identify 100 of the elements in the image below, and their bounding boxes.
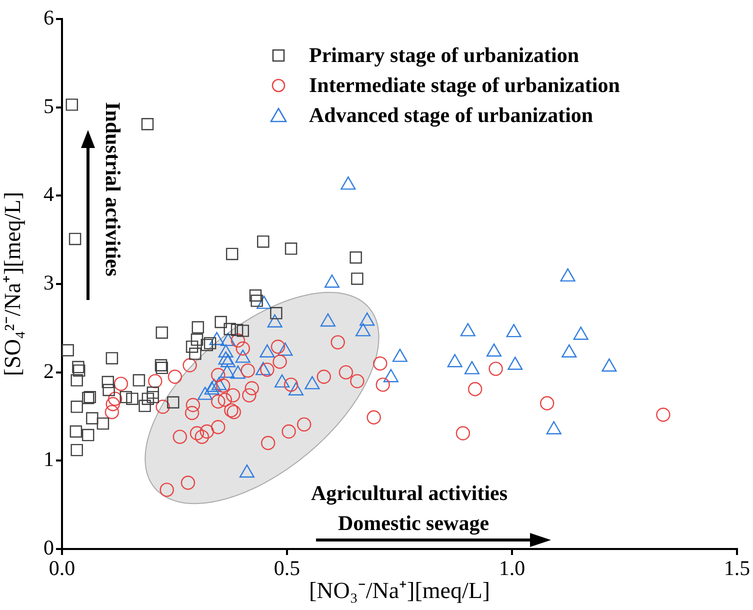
point: [270, 340, 286, 354]
point: [330, 335, 345, 350]
legend-label: Primary stage of urbanization: [309, 42, 580, 68]
point: [62, 344, 74, 356]
point: [72, 364, 86, 377]
point: [316, 370, 331, 384]
y-tick-label: 5: [44, 94, 54, 118]
point: [211, 368, 226, 382]
point: [86, 412, 98, 424]
point: [190, 334, 204, 346]
point: [350, 251, 362, 264]
point: [108, 392, 122, 406]
point: [211, 394, 226, 409]
point: [70, 400, 83, 413]
point: [270, 307, 282, 320]
point: [214, 316, 227, 328]
point: [194, 430, 210, 444]
y-tick-label: 1: [44, 447, 54, 472]
point: [284, 242, 298, 255]
point: [106, 352, 118, 364]
point: [282, 424, 296, 439]
point: [257, 235, 270, 248]
point: [154, 359, 168, 372]
y-tick-label: 4: [44, 182, 54, 206]
point: [141, 118, 154, 130]
point: [66, 98, 78, 111]
point: [488, 362, 503, 376]
point: [126, 392, 138, 405]
point: [68, 232, 82, 246]
point: [138, 400, 151, 412]
point: [244, 381, 259, 396]
point: [224, 322, 236, 336]
point: [156, 400, 170, 414]
point: [216, 378, 230, 393]
point: [373, 356, 388, 371]
point: [240, 363, 255, 378]
annotation: Domestic sewage: [338, 511, 490, 536]
point: [224, 403, 238, 418]
point: [204, 337, 216, 350]
point: [189, 348, 202, 360]
point: [192, 321, 204, 334]
point: [186, 398, 200, 412]
point: [120, 390, 132, 404]
point: [172, 430, 187, 444]
point: [350, 374, 364, 388]
point: [376, 378, 390, 392]
point: [102, 376, 114, 388]
point: [160, 482, 174, 497]
legend-label: Advanced stage of urbanization: [309, 102, 594, 128]
point: [70, 444, 83, 456]
annotation: Agricultural activities: [311, 481, 508, 506]
point: [226, 388, 240, 402]
x-tick-label: 1.0: [498, 556, 526, 580]
point: [338, 365, 354, 380]
point: [250, 294, 263, 307]
point: [146, 386, 160, 399]
point: [540, 396, 554, 410]
point: [200, 424, 214, 439]
x-tick-label: 1.5: [724, 556, 750, 580]
point: [186, 340, 198, 353]
point: [211, 420, 226, 434]
y-tick-label: 2: [44, 358, 54, 383]
point: [260, 362, 274, 377]
point: [142, 392, 154, 405]
point: [249, 289, 262, 302]
point: [230, 333, 246, 348]
point: [297, 417, 312, 432]
point: [366, 410, 381, 424]
point: [236, 341, 250, 356]
point: [656, 408, 670, 422]
point: [102, 384, 115, 396]
point: [167, 396, 180, 408]
point: [132, 374, 146, 386]
point: [104, 404, 120, 420]
point: [72, 360, 84, 374]
point: [148, 374, 162, 388]
point: [190, 426, 204, 440]
point: [468, 382, 482, 396]
point: [456, 426, 470, 440]
x-tick-label: 0.5: [274, 556, 300, 580]
y-tick-label: 6: [44, 6, 54, 30]
point: [114, 376, 128, 391]
point: [156, 326, 168, 339]
point: [156, 362, 168, 374]
y-axis-title: [SO₄²⁻/Na⁺][meq/L]: [0, 192, 25, 376]
point: [200, 338, 214, 352]
point: [284, 378, 298, 392]
point: [70, 374, 83, 386]
point: [182, 358, 197, 372]
point: [236, 324, 250, 337]
point: [96, 417, 110, 430]
point: [261, 436, 276, 450]
point: [351, 272, 364, 285]
legend-label: Intermediate stage of urbanization: [309, 72, 620, 98]
point: [242, 388, 256, 402]
point: [70, 425, 82, 438]
point: [272, 354, 287, 369]
point: [82, 428, 94, 442]
y-tick-label: 3: [44, 270, 54, 295]
point: [106, 397, 120, 412]
